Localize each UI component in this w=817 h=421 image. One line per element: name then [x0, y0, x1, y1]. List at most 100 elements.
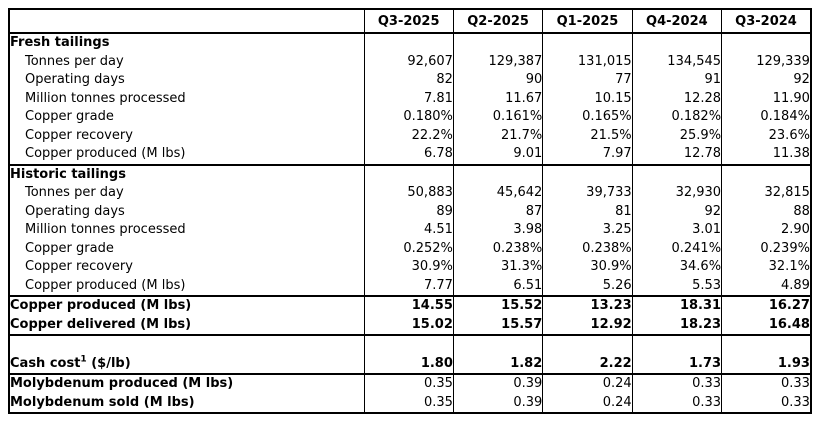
value-cell: 81	[542, 202, 633, 221]
value-cell: 0.165%	[542, 108, 633, 127]
value-cell	[542, 33, 633, 53]
value-cell: 0.35	[363, 393, 454, 413]
table-row: Copper delivered (M lbs) 15.02 15.57 12.92 1…	[9, 315, 811, 335]
value-cell: 0.239%	[721, 239, 811, 258]
value-cell: 0.238%	[542, 239, 633, 258]
value-cell: 14.55	[363, 295, 454, 316]
header-col-q4-2024: Q4-2024	[631, 9, 722, 34]
value-cell: 77	[542, 71, 633, 90]
value-cell: 82	[363, 71, 454, 90]
value-cell: 7.81	[363, 89, 454, 108]
value-cell: 32,815	[721, 184, 811, 203]
value-cell: 0.180%	[363, 108, 454, 127]
row-label: Operating days	[25, 72, 125, 87]
value-cell	[452, 33, 543, 53]
value-cell: 0.33	[631, 393, 722, 413]
value-cell: 10.15	[542, 89, 633, 108]
value-cell: 12.92	[542, 315, 633, 335]
header-corner-cell	[9, 9, 364, 34]
row-label: Fresh tailings	[10, 35, 110, 50]
value-cell: 9.01	[452, 145, 543, 165]
table-row: Copper grade 0.252% 0.238% 0.238% 0.241% 0.23…	[9, 239, 811, 258]
row-label: Copper delivered (M lbs)	[10, 316, 192, 332]
value-cell	[631, 334, 722, 355]
value-cell: 0.33	[721, 393, 811, 413]
value-cell: 2.22	[542, 354, 633, 374]
value-cell: 25.9%	[631, 126, 722, 145]
value-cell: 12.28	[631, 89, 722, 108]
value-cell: 6.51	[452, 276, 543, 296]
row-label: Copper recovery	[25, 259, 133, 274]
table-row: Copper produced (M lbs) 7.77 6.51 5.26 5.53 4…	[9, 276, 811, 296]
header-col-q1-2025: Q1-2025	[542, 9, 633, 34]
table-row: Molybdenum produced (M lbs) 0.35 0.39 0.24 0…	[9, 373, 811, 394]
value-cell	[542, 163, 633, 184]
value-cell: 88	[721, 202, 811, 221]
value-cell: 32.1%	[721, 258, 811, 277]
value-cell: 22.2%	[363, 126, 454, 145]
table-body: Fresh tailings Tonnes per day 92,607 129,38…	[9, 33, 811, 413]
value-cell	[631, 33, 722, 53]
header-col-q2-2025: Q2-2025	[452, 9, 543, 34]
value-cell: 2.90	[721, 221, 811, 240]
table-row: Fresh tailings	[9, 33, 811, 53]
value-cell: 91	[631, 71, 722, 90]
footnote-marker: 1	[80, 354, 87, 365]
value-cell: 16.48	[721, 315, 811, 335]
value-cell: 0.39	[452, 393, 543, 413]
value-cell: 1.93	[721, 354, 811, 374]
value-cell	[721, 33, 811, 53]
value-cell: 21.5%	[542, 126, 633, 145]
table-row: Copper grade 0.180% 0.161% 0.165% 0.182% 0.18…	[9, 108, 811, 127]
header-row: Q3-2025 Q2-2025 Q1-2025 Q4-2024 Q3-2024	[9, 9, 811, 34]
table-row: Cash cost1 ($/lb) 1.80 1.82 2.22 1.73 1.93	[9, 354, 811, 374]
table-row: Tonnes per day 50,883 45,642 39,733 32,930 32…	[9, 184, 811, 203]
value-cell	[363, 334, 454, 355]
value-cell: 129,339	[721, 52, 811, 71]
row-label: Historic tailings	[9, 163, 364, 184]
table-row: Molybdenum sold (M lbs) 0.35 0.39 0.24 0.33 0…	[9, 393, 811, 413]
value-cell: 18.23	[631, 315, 722, 335]
row-label: Million tonnes processed	[25, 90, 186, 106]
value-cell: 0.252%	[363, 239, 454, 258]
row-label	[9, 334, 364, 355]
value-cell: 7.97	[542, 145, 633, 165]
value-cell: 15.52	[452, 295, 543, 316]
value-cell	[452, 163, 543, 184]
value-cell: 4.89	[721, 276, 811, 296]
value-cell: 0.238%	[452, 239, 543, 258]
value-cell	[542, 334, 633, 355]
value-cell: 0.24	[542, 393, 633, 413]
table-row: Copper recovery 30.9% 31.3% 30.9% 34.6% 32.1%	[9, 258, 811, 277]
row-label: Molybdenum sold (M lbs)	[10, 394, 195, 410]
row-label: Cash cost1 ($/lb)	[10, 354, 131, 371]
value-cell: 13.23	[542, 295, 633, 316]
value-cell: 34.6%	[631, 258, 722, 277]
value-cell: 11.67	[452, 89, 543, 108]
value-cell: 90	[452, 71, 543, 90]
value-cell: 30.9%	[542, 258, 633, 277]
value-cell	[721, 334, 811, 355]
row-label: Operating days	[25, 203, 125, 219]
table-row: Copper produced (M lbs) 14.55 15.52 13.23 18…	[9, 295, 811, 316]
value-cell: 39,733	[542, 184, 633, 203]
value-cell: 18.31	[631, 295, 722, 316]
value-cell: 30.9%	[363, 258, 454, 277]
value-cell: 12.78	[631, 145, 722, 165]
value-cell: 0.39	[452, 373, 543, 394]
value-cell: 131,015	[542, 52, 633, 71]
row-label: Copper grade	[25, 109, 114, 124]
value-cell: 4.51	[363, 221, 454, 240]
value-cell: 134,545	[631, 52, 722, 71]
table-row: Copper recovery 22.2% 21.7% 21.5% 25.9% 23.6%	[9, 126, 811, 145]
table-row	[9, 334, 811, 355]
value-cell: 0.182%	[631, 108, 722, 127]
value-cell: 6.78	[363, 145, 454, 165]
value-cell: 92	[631, 202, 722, 221]
value-cell: 15.57	[452, 315, 543, 335]
row-label: Copper produced (M lbs)	[25, 146, 186, 161]
value-cell: 5.26	[542, 276, 633, 296]
value-cell: 1.80	[363, 354, 454, 374]
value-cell: 1.73	[631, 354, 722, 374]
value-cell	[363, 33, 454, 53]
